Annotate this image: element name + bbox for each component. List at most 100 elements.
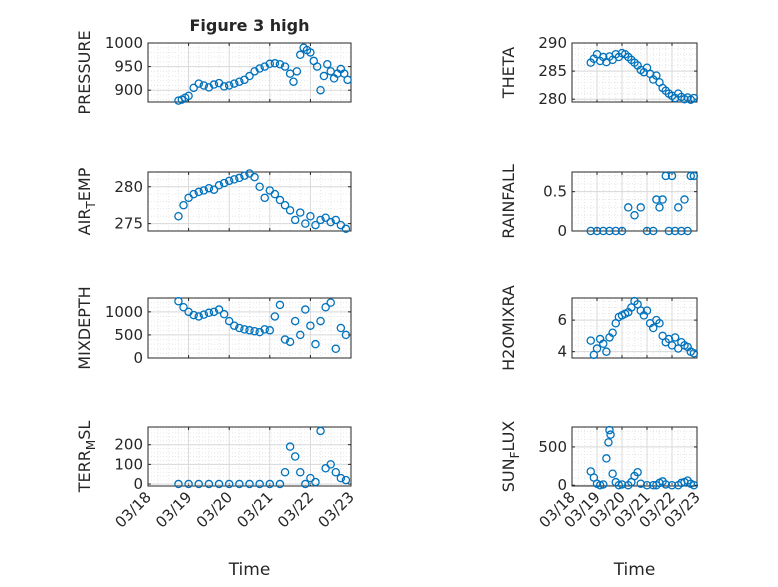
- y-tick-label: 6: [557, 311, 567, 329]
- x-tick-label: 03/23: [315, 488, 358, 531]
- data-point: [174, 296, 183, 306]
- data-point: [667, 171, 677, 181]
- y-axis-label: THETA: [499, 47, 518, 99]
- data-point: [306, 211, 315, 221]
- data-point: [341, 224, 351, 234]
- data-point: [285, 337, 295, 347]
- data-point: [199, 310, 209, 319]
- axes-box: [147, 42, 352, 103]
- data-point: [179, 200, 188, 210]
- y-tick-label: 0: [557, 476, 567, 494]
- data-point: [194, 187, 203, 197]
- data-point: [319, 71, 329, 81]
- data-point: [255, 64, 264, 73]
- y-tick-label: 285: [538, 62, 567, 80]
- data-point: [636, 479, 646, 488]
- y-axis-label: TERRMSL: [75, 421, 98, 494]
- data-point: [341, 330, 351, 340]
- y-tick-label: 950: [114, 58, 143, 76]
- data-point: [240, 171, 249, 180]
- data-point: [280, 62, 290, 71]
- y-tick-label: 280: [114, 178, 143, 196]
- data-point: [301, 305, 310, 314]
- data-point: [680, 195, 689, 204]
- data-point: [624, 203, 633, 212]
- data-point: [608, 469, 617, 478]
- data-point: [605, 226, 614, 236]
- data-point: [316, 215, 325, 225]
- x-tick-label: 03/22: [274, 488, 317, 531]
- data-point: [617, 480, 627, 489]
- data-point: [592, 226, 602, 236]
- data-point: [179, 302, 188, 312]
- data-point: [250, 326, 259, 336]
- data-point: [189, 310, 198, 320]
- data-point: [189, 83, 198, 93]
- data-point: [642, 480, 652, 490]
- data-point: [199, 186, 209, 195]
- y-tick-label: 1000: [105, 303, 143, 321]
- data-point: [174, 479, 183, 489]
- data-point: [652, 195, 661, 204]
- data-point: [599, 226, 608, 236]
- data-point: [184, 479, 193, 489]
- data-point: [321, 302, 330, 312]
- data-point: [586, 226, 596, 236]
- y-tick-label: 280: [538, 90, 567, 108]
- data-point: [240, 325, 249, 334]
- data-point: [204, 479, 214, 489]
- y-axis-label: AIRTEMP: [75, 167, 98, 235]
- y-tick-label: 500: [538, 438, 567, 456]
- y-axis-label: RAINFALL: [499, 164, 518, 239]
- subplot-5: 0 500 1000 MIXDEPTH: [75, 286, 352, 370]
- data-point: [280, 335, 290, 344]
- data-point: [592, 344, 602, 353]
- data-point: [321, 213, 330, 222]
- data-point: [260, 193, 269, 203]
- data-point: [326, 298, 335, 307]
- data-point: [608, 328, 617, 337]
- data-point: [245, 479, 254, 489]
- data-point: [602, 454, 611, 463]
- data-point: [290, 316, 300, 326]
- y-tick-label: 4: [557, 343, 567, 361]
- data-point: [301, 479, 310, 489]
- axes-box: [571, 171, 698, 232]
- data-point: [642, 226, 652, 236]
- data-point: [636, 203, 646, 212]
- data-point: [230, 321, 239, 330]
- data-point: [235, 77, 244, 86]
- data-point: [189, 189, 198, 199]
- data-point: [230, 79, 239, 88]
- x-tick-label: 03/19: [152, 488, 195, 531]
- data-point: [655, 319, 664, 328]
- data-point: [602, 347, 611, 356]
- x-axis-label: Time: [228, 560, 271, 580]
- axes-box: [147, 297, 352, 359]
- data-point: [331, 467, 341, 477]
- data-point: [199, 81, 209, 90]
- axes-box: [571, 42, 698, 103]
- axes-box: [147, 426, 352, 487]
- data-point: [306, 48, 315, 57]
- data-point: [235, 479, 244, 489]
- subplot-title: Figure 3 high: [190, 16, 310, 35]
- data-point: [275, 195, 285, 205]
- data-point: [209, 185, 219, 194]
- data-point: [326, 217, 335, 227]
- subplot-4: 0 0.5 RAINFALL: [499, 164, 699, 240]
- data-point: [323, 59, 332, 69]
- data-point: [633, 467, 642, 477]
- data-point: [617, 226, 627, 236]
- data-point: [343, 75, 352, 85]
- data-point: [311, 477, 320, 487]
- data-point: [604, 438, 613, 447]
- y-tick-label: 0: [133, 475, 143, 493]
- y-tick-label: 290: [538, 34, 567, 52]
- data-point: [255, 182, 264, 191]
- x-tick-label: 03/20: [193, 488, 236, 531]
- data-point: [260, 325, 269, 334]
- data-point: [209, 80, 219, 89]
